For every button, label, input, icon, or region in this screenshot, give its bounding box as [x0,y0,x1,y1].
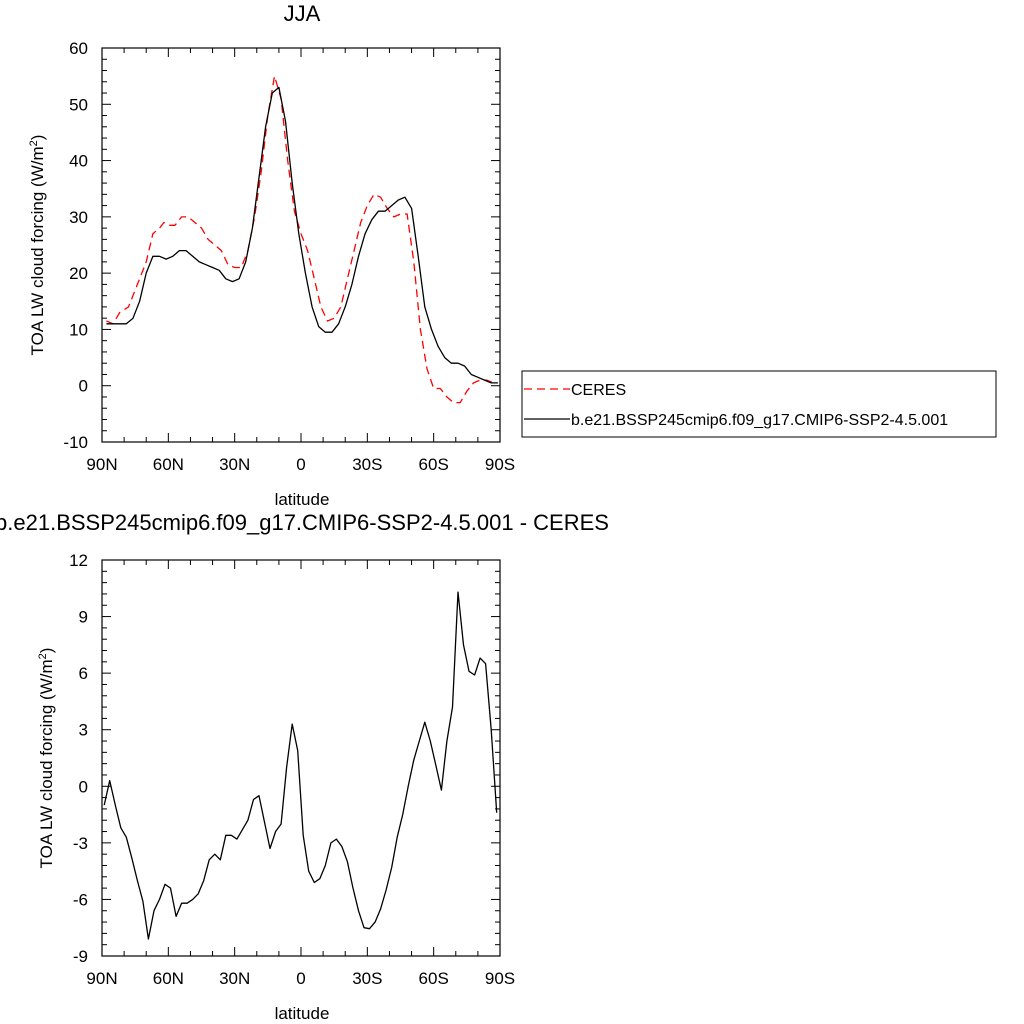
bottom-x-tick-label: 30N [219,969,250,988]
top-x-tick-label: 30N [219,455,250,474]
bottom-y-label-main: TOA LW cloud forcing (W/m [37,659,56,868]
bottom-x-tick-label: 90N [86,969,117,988]
bottom-y-tick-label: 6 [79,664,88,683]
bottom-plot-frame [101,559,501,957]
top-y-tick-label: 0 [79,377,88,396]
top-y-tick-label: 10 [69,320,88,339]
bottom-series-line-0 [103,591,498,940]
top-y-tick-label: 40 [69,152,88,171]
top-panel: JJA 90N 60N 30N 0 30S 60S 90S-100102030405060 … [28,1,997,509]
top-x-tick-label: 30S [352,455,382,474]
top-y-label-close: ) [28,135,47,141]
bottom-y-label-superscript: 2 [37,653,49,659]
top-axis-ticks: 90N 60N 30N 0 30S 60S 90S -10 0 10 20 30 40 50 60 [63,39,515,474]
bottom-y-tick-label: 9 [79,608,88,627]
top-y-tick-label: 20 [69,264,88,283]
bottom-axis-ticks: 90N 60N 30N 0 30S 60S 90S -9 -6 -3 0 3 6 9 12 [69,551,515,988]
top-series-line-0 [106,75,498,404]
legend-box [521,370,997,438]
top-x-tick-label: 60S [419,455,449,474]
bottom-x-tick-label: 90S [485,969,515,988]
top-chart-title: JJA [284,1,321,26]
bottom-x-tick-label: 30S [352,969,382,988]
top-x-tick-label: 0 [296,455,305,474]
bottom-y-tick-label: -9 [73,947,88,966]
bottom-panel: b.e21.BSSP245cmip6.f09_g17.CMIP6-SSP2-4.… [0,510,609,1023]
bottom-y-axis-label: TOA LW cloud forcing (W/m2) [37,648,56,869]
top-x-tick-label: 90S [485,455,515,474]
top-x-tick-label: 90N [86,455,117,474]
bottom-series-group [103,591,498,940]
bottom-x-tick-label: 60S [419,969,449,988]
bottom-y-label-close: ) [37,648,56,654]
top-y-tick-label: 60 [69,39,88,58]
top-x-tick-label: 60N [153,455,184,474]
bottom-y-tick-label: 3 [79,721,88,740]
top-y-label-main: TOA LW cloud forcing (W/m [28,146,47,355]
legend-label-ceres: CERES [571,382,626,399]
bottom-y-tick-label: 0 [79,777,88,796]
bottom-chart-title: b.e21.BSSP245cmip6.f09_g17.CMIP6-SSP2-4.… [0,510,609,535]
bottom-y-tick-label: -3 [73,834,88,853]
bottom-x-tick-label: 60N [153,969,184,988]
legend-label-model: b.e21.BSSP245cmip6.f09_g17.CMIP6-SSP2-4.… [571,412,948,429]
bottom-y-tick-label: -6 [73,890,88,909]
top-x-axis-label: latitude [275,490,330,509]
bottom-x-tick-label: 0 [296,969,305,988]
top-y-tick-label: 30 [69,208,88,227]
legend: CERES b.e21.BSSP245cmip6.f09_g17.CMIP6-S… [521,370,997,438]
top-plot-frame [101,47,501,443]
top-series-group [106,75,498,404]
top-series-line-1 [106,86,498,384]
bottom-x-axis-label: latitude [275,1004,330,1023]
top-y-tick-label: -10 [63,433,88,452]
bottom-y-tick-label: 12 [69,551,88,570]
top-y-axis-label: TOA LW cloud forcing (W/m2) [28,135,47,356]
top-y-tick-label: 50 [69,95,88,114]
top-y-label-superscript: 2 [28,140,40,146]
